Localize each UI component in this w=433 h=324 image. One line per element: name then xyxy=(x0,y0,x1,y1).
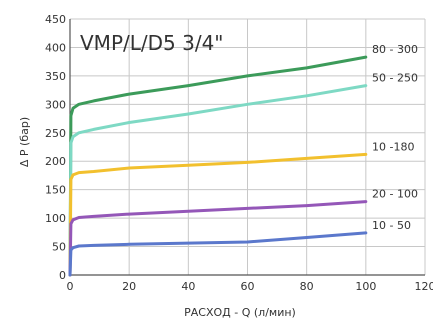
chart-title: VMP/L/D5 3/4" xyxy=(80,31,224,55)
y-tick-label: 400 xyxy=(45,41,66,54)
y-tick-label: 450 xyxy=(45,13,66,26)
series-label-1: 50 - 250 xyxy=(372,72,418,85)
x-tick-label: 100 xyxy=(355,280,376,293)
series-line-1 xyxy=(68,84,368,277)
y-tick-label: 0 xyxy=(59,269,66,282)
y-tick-label: 250 xyxy=(45,127,66,140)
x-tick-label: 20 xyxy=(122,280,136,293)
series-label-4: 10 - 50 xyxy=(372,219,411,232)
y-tick-label: 100 xyxy=(45,212,66,225)
axes: 0 50 100 150 200 250 300 350 400 450 0 20 40 60 80 100 1… xyxy=(45,13,433,293)
series-lines xyxy=(68,55,368,277)
series-label-0: 80 - 300 xyxy=(372,43,418,56)
series-line-4 xyxy=(68,231,368,277)
y-tick-label: 50 xyxy=(52,241,66,254)
x-tick-label: 0 xyxy=(67,280,74,293)
x-tick-label: 60 xyxy=(241,280,255,293)
y-tick-label: 300 xyxy=(45,98,66,111)
x-tick-label: 80 xyxy=(300,280,314,293)
y-tick-label: 150 xyxy=(45,184,66,197)
y-tick-label: 200 xyxy=(45,155,66,168)
series-line-2 xyxy=(68,152,368,277)
x-axis-title: РАСХОД - Q (л/мин) xyxy=(184,306,296,319)
x-tick-label: 120 xyxy=(415,280,433,293)
series-line-0 xyxy=(68,55,368,277)
x-tick-label: 40 xyxy=(181,280,195,293)
series-label-2: 10 -180 xyxy=(372,140,414,153)
series-label-3: 20 - 100 xyxy=(372,188,418,201)
series-line-3 xyxy=(68,200,368,277)
y-axis-title: Δ P (бар) xyxy=(18,117,31,167)
series-labels: 80 - 300 50 - 250 10 -180 20 - 100 10 - 50 xyxy=(372,43,418,232)
y-tick-label: 350 xyxy=(45,70,66,83)
